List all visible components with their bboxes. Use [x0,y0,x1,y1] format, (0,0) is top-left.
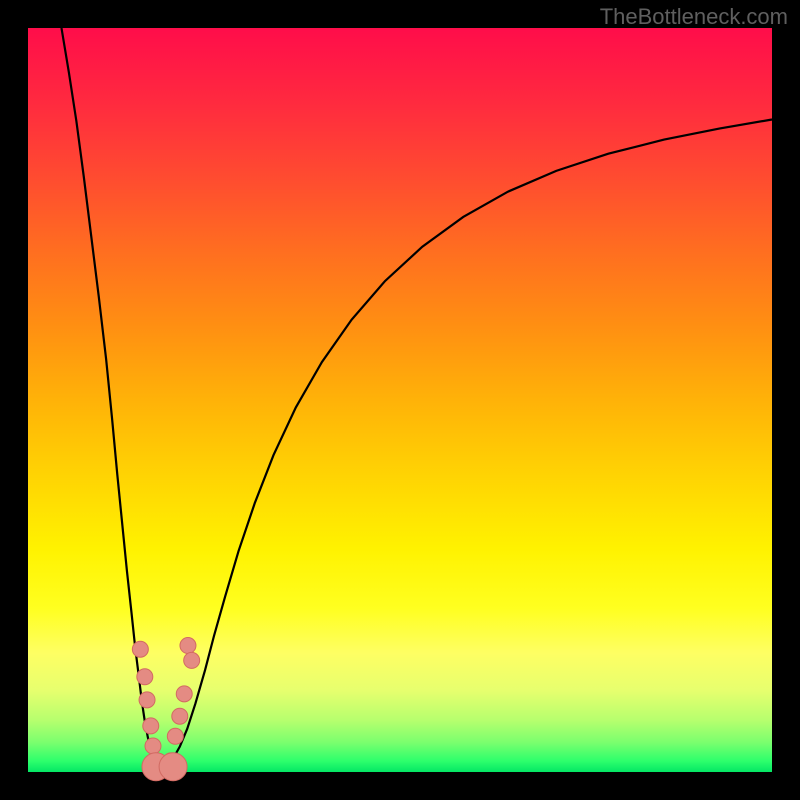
plot-area [28,28,772,772]
data-marker [137,669,153,685]
data-marker [145,738,161,754]
data-marker [132,641,148,657]
data-marker [184,652,200,668]
data-marker [159,753,187,781]
right-curve [161,120,772,768]
data-marker [180,638,196,654]
data-marker [172,708,188,724]
data-marker [176,686,192,702]
data-marker [139,692,155,708]
watermark-text: TheBottleneck.com [600,4,788,30]
left-curve [61,28,161,768]
data-marker [143,718,159,734]
data-marker [167,728,183,744]
curves-layer [28,28,772,772]
chart-stage: TheBottleneck.com [0,0,800,800]
